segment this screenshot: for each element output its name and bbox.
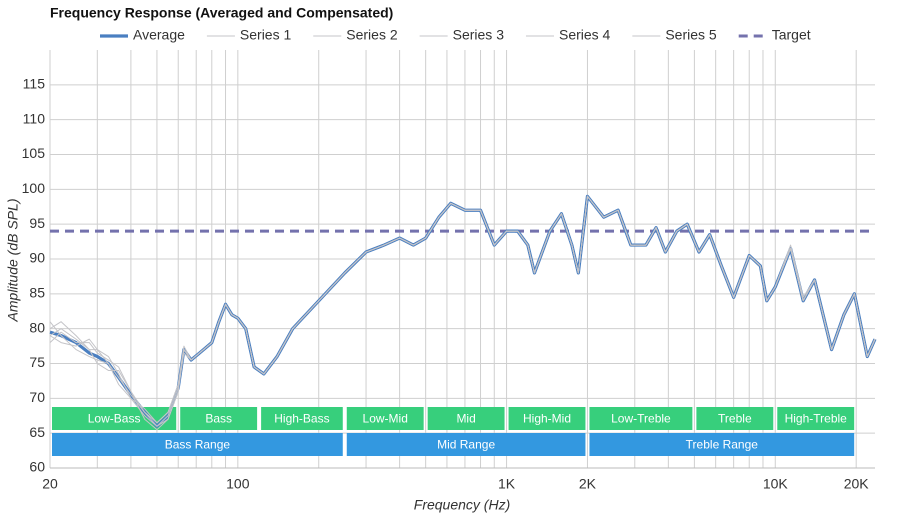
band-label: High-Mid [523, 412, 571, 426]
x-tick-label: 2K [579, 476, 597, 492]
band [777, 407, 855, 430]
legend-label: Series 1 [240, 27, 292, 43]
band-label: Bass [205, 412, 232, 426]
band [508, 407, 586, 430]
y-tick-label: 105 [22, 145, 46, 161]
band [589, 433, 855, 456]
x-tick-label: 10K [763, 476, 789, 492]
y-tick-label: 110 [23, 110, 46, 126]
y-tick-label: 80 [29, 319, 45, 335]
y-tick-label: 75 [29, 354, 45, 370]
y-axis-label: Amplitude (dB SPL) [5, 199, 21, 323]
band-label: Bass Range [165, 438, 231, 452]
x-tick-label: 20 [42, 476, 58, 492]
y-tick-label: 115 [23, 76, 46, 92]
band [346, 407, 424, 430]
x-tick-label: 1K [498, 476, 516, 492]
band [52, 433, 343, 456]
legend-label: Target [772, 27, 811, 43]
x-tick-label: 20K [844, 476, 870, 492]
band-label: Mid Range [437, 438, 495, 452]
x-tick-label: 100 [226, 476, 250, 492]
band [261, 407, 343, 430]
band [696, 407, 774, 430]
band [427, 407, 505, 430]
y-tick-label: 60 [29, 459, 45, 475]
y-tick-label: 90 [29, 250, 45, 266]
chart-title: Frequency Response (Averaged and Compens… [50, 5, 393, 21]
x-axis-label: Frequency (Hz) [414, 497, 510, 513]
band-label: Mid [456, 412, 475, 426]
series-line [49, 195, 876, 424]
legend-label: Average [133, 27, 185, 43]
y-tick-label: 85 [29, 285, 45, 301]
legend-label: Series 5 [665, 27, 717, 43]
band [346, 433, 586, 456]
legend-label: Series 3 [453, 27, 505, 43]
y-tick-label: 100 [22, 180, 46, 196]
band-label: Low-Mid [363, 412, 408, 426]
y-tick-label: 95 [29, 215, 45, 231]
band-label: Treble Range [686, 438, 759, 452]
band [180, 407, 258, 430]
band-label: Low-Treble [611, 412, 671, 426]
band-label: High-Treble [785, 412, 848, 426]
band-label: Low-Bass [88, 412, 141, 426]
y-tick-label: 70 [29, 389, 45, 405]
legend-label: Series 2 [346, 27, 398, 43]
legend-label: Series 4 [559, 27, 611, 43]
y-tick-label: 65 [29, 424, 45, 440]
band-label: High-Bass [274, 412, 329, 426]
band [589, 407, 693, 430]
band-label: Treble [718, 412, 752, 426]
